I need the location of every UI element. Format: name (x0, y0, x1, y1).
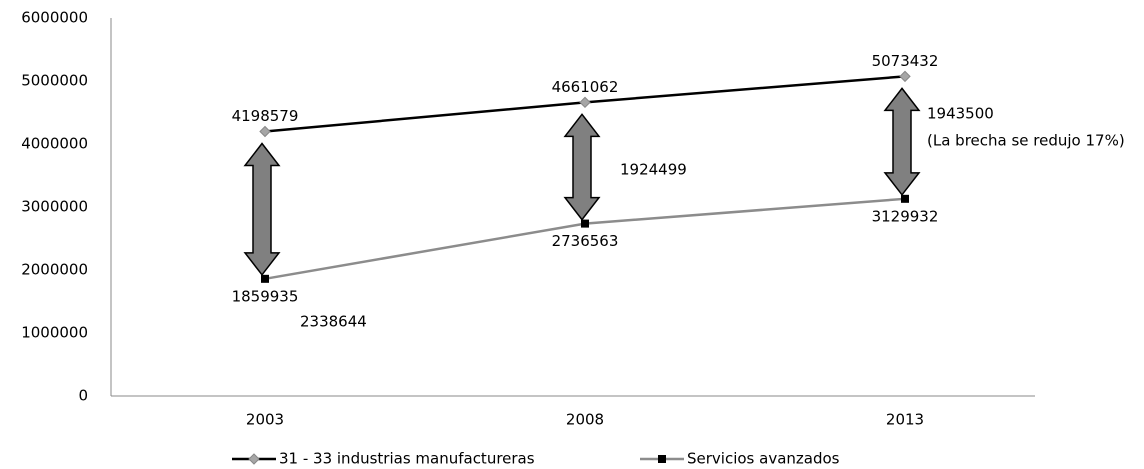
annotation: (La brecha se redujo 17%) (927, 132, 1125, 150)
y-tick-label: 1000000 (21, 324, 88, 342)
gap-arrow (243, 142, 281, 277)
data-label: 2736563 (552, 232, 619, 250)
legend-label: Servicios avanzados (687, 450, 840, 468)
gap-label: 1924499 (620, 161, 687, 179)
legend-marker (248, 453, 260, 465)
marker (899, 70, 911, 83)
y-tick-label: 6000000 (21, 9, 88, 27)
legend-marker (658, 455, 666, 463)
y-tick-label: 0 (78, 387, 88, 405)
y-tick-label: 5000000 (21, 72, 88, 90)
gap-label: 1943500 (927, 105, 994, 123)
marker (579, 96, 591, 109)
data-label: 4661062 (552, 78, 619, 96)
y-tick-label: 4000000 (21, 135, 88, 153)
x-tick-label: 2003 (246, 411, 284, 429)
marker (259, 125, 271, 138)
gap-arrow (563, 113, 601, 221)
marker (901, 194, 909, 203)
y-tick-label: 3000000 (21, 198, 88, 216)
y-tick-label: 2000000 (21, 261, 88, 279)
marker (581, 219, 589, 228)
data-label: 3129932 (872, 207, 939, 225)
gap-label: 2338644 (300, 313, 367, 331)
x-tick-label: 2008 (566, 411, 604, 429)
x-tick-label: 2013 (886, 411, 924, 429)
data-label: 4198579 (232, 107, 299, 125)
data-label: 5073432 (872, 52, 939, 70)
gap-arrow (883, 87, 921, 197)
marker (261, 274, 269, 283)
legend-label: 31 - 33 industrias manufactureras (279, 450, 535, 468)
data-label: 1859935 (232, 287, 299, 305)
